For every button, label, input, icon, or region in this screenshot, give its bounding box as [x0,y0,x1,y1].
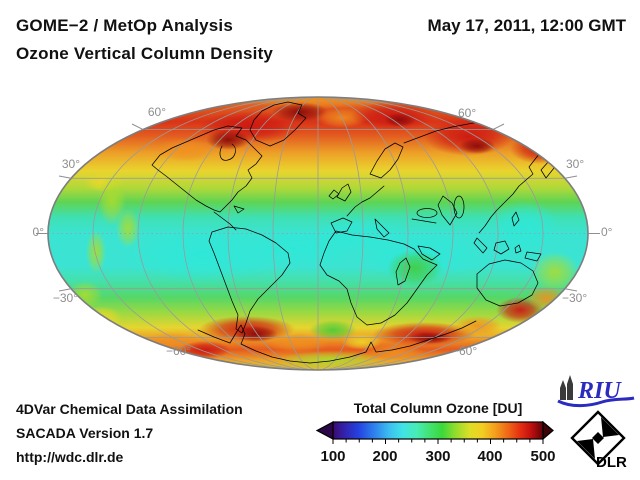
colorbar-tick-300: 300 [425,448,451,465]
riu-wave-icon [557,396,635,408]
lat-label-right-30s: −30° [562,291,588,305]
colorbar-title: Total Column Ozone [DU] [353,400,523,416]
colorbar-right-arrow [542,420,554,441]
lat-ticks [36,123,600,292]
dlr-emblem-icon [570,410,626,466]
lat-label-left-30s: −30° [52,291,78,305]
colorbar-minor-ticks [332,439,544,444]
lat-label-left-60n: 60° [147,105,166,119]
riu-logo: RIU [557,375,635,408]
colorbar [315,420,554,444]
footer-url-label: http://wdc.dlr.de [16,449,124,465]
colorbar-tick-200: 200 [372,448,398,465]
lat-label-left-60s: −60° [166,344,192,358]
footer-version-label: SACADA Version 1.7 [16,425,154,441]
lat-label-right-60n: 60° [458,106,477,120]
page-subtitle: Ozone Vertical Column Density [16,44,274,63]
lat-label-left-30n: 30° [61,157,80,171]
colorbar-left-arrow [315,421,334,440]
colorbar-gradient-bar [332,421,544,440]
page-title: GOME−2 / MetOp Analysis [16,16,234,35]
lat-label-left-eq: 0° [32,225,44,239]
colorbar-tick-500: 500 [530,448,556,465]
dlr-wordmark: DLR [596,454,627,471]
graticule [48,97,588,370]
cathedral-icon [560,375,573,400]
dlr-logo: DLR [570,410,627,471]
lat-label-right-eq: 0° [601,225,613,239]
lat-label-right-30n: 30° [566,157,585,171]
colorbar-tick-400: 400 [477,448,503,465]
lat-label-right-60s: −60° [452,344,478,358]
datetime-label: May 17, 2011, 12:00 GMT [427,16,626,35]
colorbar-tick-100: 100 [320,448,346,465]
coastlines [151,101,555,364]
footer-assimilation-label: 4DVar Chemical Data Assimilation [16,401,243,417]
